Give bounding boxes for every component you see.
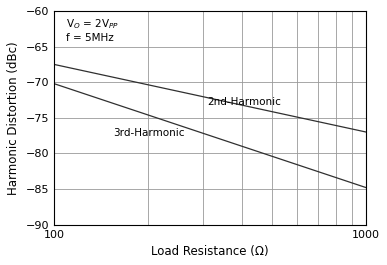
Text: 2nd-Harmonic: 2nd-Harmonic — [207, 97, 281, 107]
Text: 3rd-Harmonic: 3rd-Harmonic — [113, 129, 185, 139]
Y-axis label: Harmonic Distortion (dBc): Harmonic Distortion (dBc) — [7, 41, 20, 195]
Text: V$_O$ = 2V$_{PP}$
f = 5MHz: V$_O$ = 2V$_{PP}$ f = 5MHz — [66, 17, 120, 43]
X-axis label: Load Resistance (Ω): Load Resistance (Ω) — [151, 245, 269, 258]
